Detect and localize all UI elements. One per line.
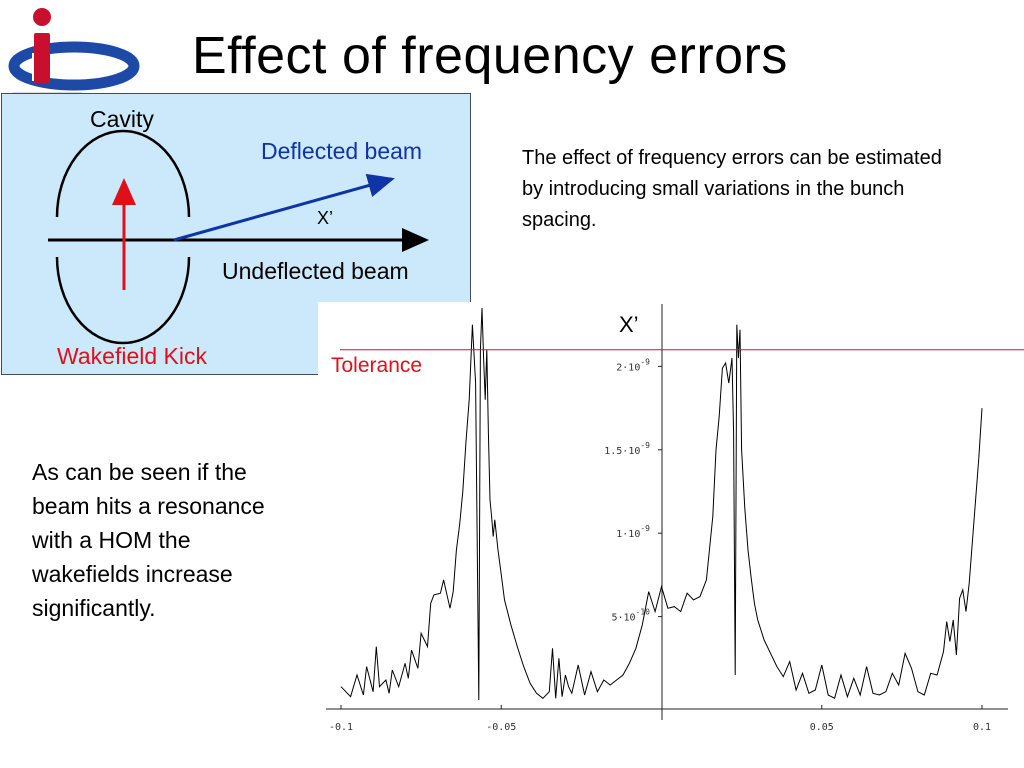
x-tick-label: 0.05	[810, 722, 834, 733]
x-prime-label: X’	[317, 208, 334, 228]
cavity-wall-top	[55, 129, 191, 218]
series-line	[340, 307, 983, 701]
wakefield-plot: -0.1 -0.05 0.05 0.1 5·10-10 1·10-9 1.5·10-9 2·1…	[318, 302, 1024, 768]
x-tick-label: 0.1	[973, 722, 991, 733]
beam-diagram-graphic	[48, 129, 429, 345]
tolerance-label: Tolerance	[331, 354, 422, 377]
y-axis-label: X’	[619, 312, 639, 337]
y-tick-label: 2·10-9	[616, 357, 650, 373]
deflected-beam-arrow	[173, 173, 395, 242]
cavity-label: Cavity	[90, 106, 154, 132]
x-tick-label: -0.1	[329, 722, 353, 733]
undeflected-beam-label: Undeflected beam	[222, 258, 409, 284]
logo-graphic	[8, 8, 140, 95]
x-tick-label: -0.05	[486, 722, 516, 733]
y-tick-label: 1.5·10-9	[604, 441, 650, 457]
page-title: Effect of frequency errors	[192, 27, 788, 85]
note-text: As can be seen if the beam hits a resona…	[32, 459, 265, 621]
logo	[4, 4, 144, 96]
y-tick-label: 1·10-9	[616, 524, 650, 540]
wakefield-plot-graphic: -0.1 -0.05 0.05 0.1 5·10-10 1·10-9 1.5·10-9 2·1…	[326, 304, 1024, 733]
wakefield-kick-label: Wakefield Kick	[57, 343, 207, 369]
description-text: The effect of frequency errors can be es…	[522, 147, 942, 231]
y-tick-label: 5·10-10	[611, 608, 650, 624]
cavity-wall-bottom	[55, 256, 191, 345]
deflected-beam-label: Deflected beam	[261, 138, 423, 164]
